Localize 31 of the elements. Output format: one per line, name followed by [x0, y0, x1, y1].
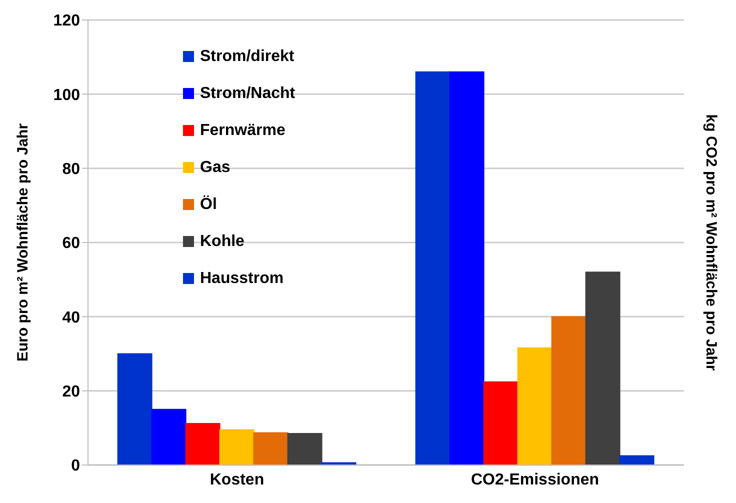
bar — [219, 429, 254, 465]
bar — [151, 408, 186, 465]
y-tick-label: 60 — [62, 235, 80, 252]
legend-label: Strom/Nacht — [200, 84, 296, 102]
bar — [117, 353, 152, 465]
legend-label: Strom/direkt — [200, 48, 294, 66]
legend-label: Fernwärme — [200, 122, 286, 140]
y-tick-label: 100 — [53, 86, 80, 104]
y-tick-label: 80 — [62, 161, 80, 178]
bar — [415, 71, 450, 465]
bar — [517, 347, 552, 465]
bar — [619, 455, 654, 465]
bar — [449, 71, 484, 465]
legend-label: Gas — [200, 158, 230, 176]
y-tick-label: 120 — [53, 12, 80, 30]
bar — [551, 316, 586, 465]
legend-label: Hausstrom — [200, 270, 284, 288]
bar — [287, 432, 322, 465]
y-axis-title: Euro pro m² Wohnfläche pro Jahr — [14, 123, 32, 362]
y-tick-label: 20 — [62, 384, 80, 401]
x-tick-label: CO2-Emissionen — [470, 471, 600, 488]
y-tick-label: 0 — [71, 458, 80, 475]
bar — [253, 432, 288, 465]
legend-label: Kohle — [200, 232, 244, 250]
bar — [185, 422, 220, 465]
bar — [585, 272, 620, 465]
y-tick-label: 40 — [62, 309, 80, 326]
x-tick-label: Kosten — [210, 471, 264, 488]
bar — [483, 381, 518, 465]
y2-axis-title: kg CO2 pro m² Wohnfläche pro Jahr — [702, 114, 720, 371]
legend-label: Öl — [200, 196, 217, 214]
